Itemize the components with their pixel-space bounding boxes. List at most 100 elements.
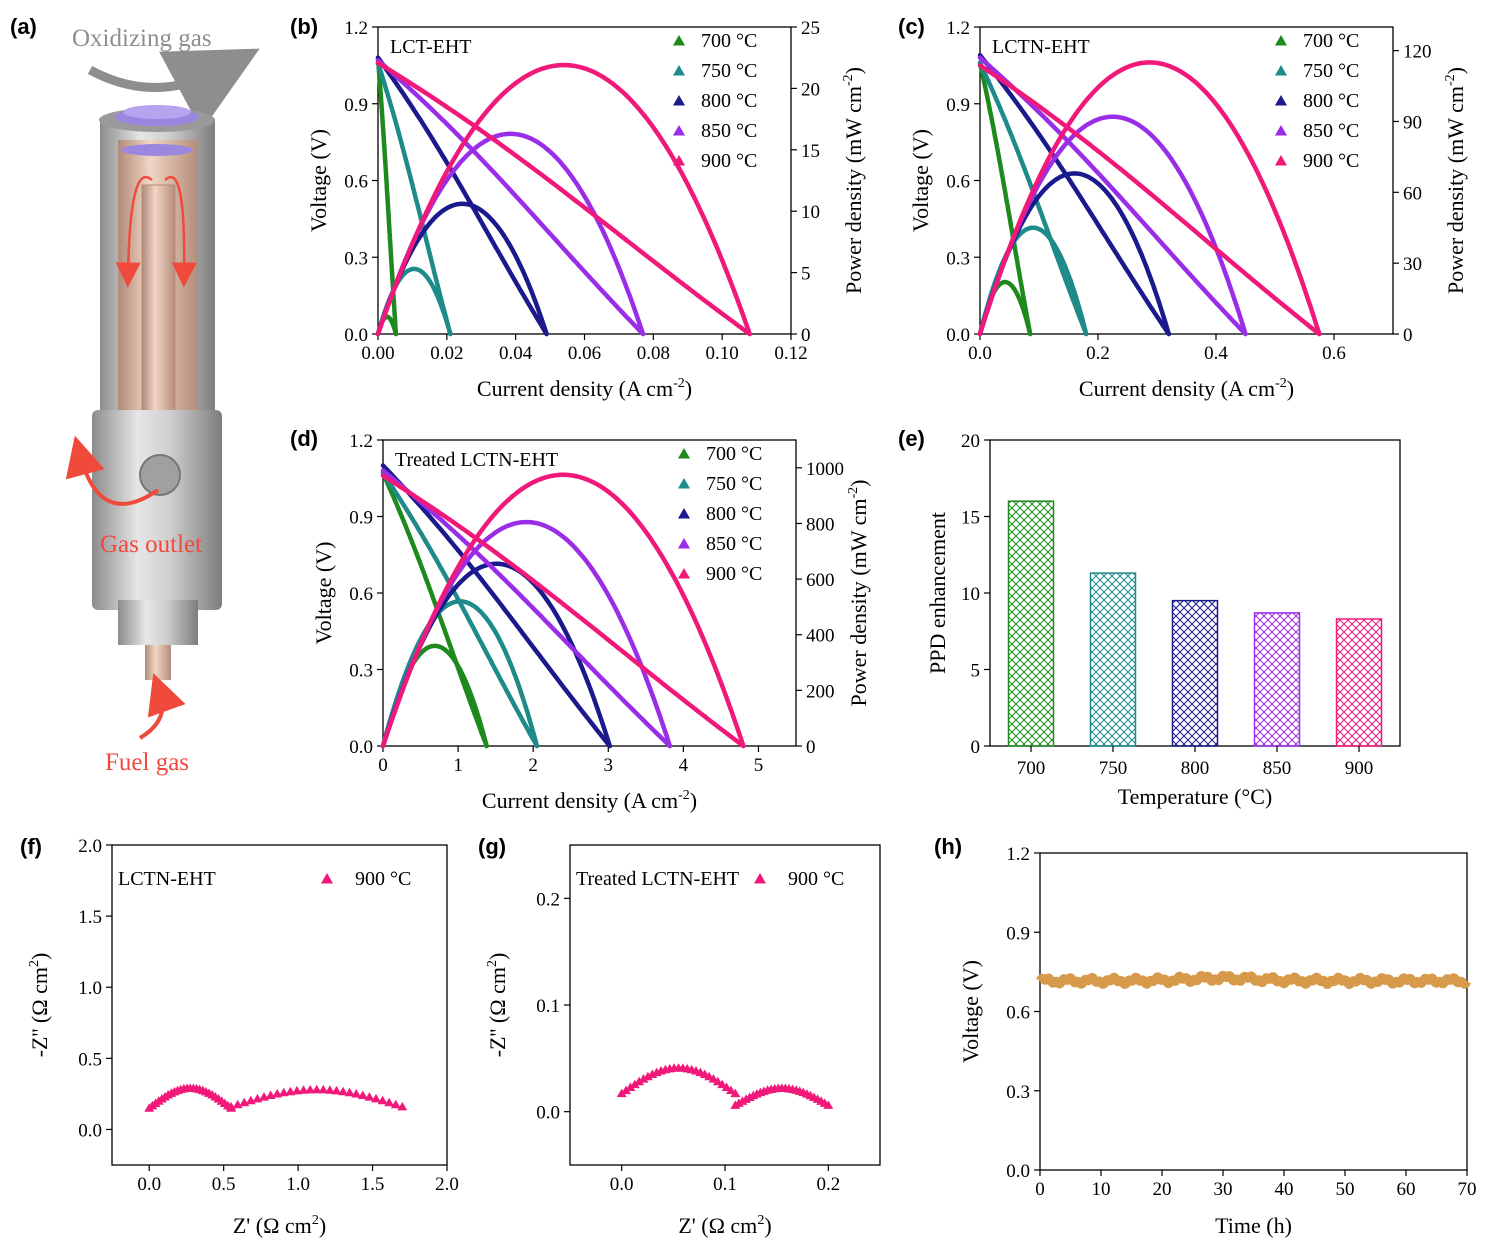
chart-h: 0 10 20 30 40 50 60 70 0.0 0.3 0.6 0.9 1.2 Time (h) Vo… <box>958 844 1477 1238</box>
y-tick-label-b: 1.2 <box>344 18 368 39</box>
x-tick-label-d: 2 <box>528 755 538 776</box>
power-curve-d-4 <box>380 472 746 749</box>
y2-tick-label-d: 1000 <box>806 459 844 480</box>
legend-marker-g <box>753 873 767 884</box>
iv-curve-d-1 <box>380 470 540 749</box>
x-axis-label-d: Current density (A cm-2) <box>482 788 697 813</box>
x-axis-label-f: Z' (Ω cm2) <box>233 1213 326 1238</box>
x-tick-label-b: 0.00 <box>361 343 394 364</box>
y-axis-label-g-text: -Z'' (Ω cm2) <box>485 953 510 1058</box>
y2-tick-label-d: 200 <box>806 681 835 702</box>
plot-frame-f <box>111 844 448 1166</box>
legend-label-g: 900 °C <box>788 868 844 890</box>
iv-curve-d-3 <box>380 468 673 749</box>
eis-point-g <box>642 1071 653 1081</box>
x-tick-label-h: 10 <box>1092 1179 1111 1200</box>
iv-curve-b-4 <box>375 60 752 337</box>
y-tick-label-c: 0.6 <box>946 172 970 193</box>
y-tick-label-f: 1.0 <box>78 978 102 999</box>
x-tick-label-d: 3 <box>604 755 614 776</box>
y-tick-label-h: 0.0 <box>1006 1161 1030 1182</box>
eis-point-f <box>371 1093 381 1103</box>
y-tick-label-h: 0.6 <box>1006 1003 1030 1024</box>
y2-tick-label-b: 0 <box>801 325 811 346</box>
y2-tick-label-d: 800 <box>806 514 835 535</box>
y2-axis-label-d-text: Power density (mW cm-2) <box>846 480 871 707</box>
legend-marker-d-1 <box>677 478 691 489</box>
eis-point-f <box>331 1085 342 1095</box>
stability-curve <box>1036 970 1471 989</box>
chart-title-d: Treated LCTN-EHT <box>395 449 558 471</box>
eis-point-g <box>616 1088 627 1098</box>
x-tick-label-e: 900 <box>1345 758 1374 779</box>
x-tick-label-d: 4 <box>679 755 689 776</box>
y-tick-label-f: 2.0 <box>78 836 102 857</box>
y-tick-label-f: 0.5 <box>78 1049 102 1070</box>
y-tick-label-b: 0.0 <box>344 325 368 346</box>
y-axis-label-c: Voltage (V) <box>908 129 933 232</box>
legend-label-b-1: 750 °C <box>701 60 757 82</box>
power-curve-d-1 <box>380 599 540 749</box>
iv-curve-b-1 <box>375 60 453 337</box>
collar <box>92 410 222 610</box>
fuel-gas-label: Fuel gas <box>105 749 189 776</box>
legend-marker-c-4 <box>1274 155 1288 166</box>
panel-label-e: (e) <box>898 426 925 451</box>
y2-tick-label-d: 600 <box>806 570 835 591</box>
bar-900 <box>1335 618 1383 747</box>
iv-curve-c-3 <box>977 55 1248 337</box>
iv-curve-d-4 <box>380 473 746 749</box>
eis-point-g <box>621 1085 631 1095</box>
y-tick-label-c: 0.9 <box>946 95 970 116</box>
y2-tick-label-c: 0 <box>1403 325 1413 346</box>
gas-outlet-label: Gas outlet <box>100 531 202 558</box>
y-axis-label-e: PPD enhancement <box>925 512 950 674</box>
legend-label-c-0: 700 °C <box>1303 30 1359 52</box>
y2-tick-label-b: 25 <box>801 18 820 39</box>
series-d-1: 750 °C <box>380 470 762 749</box>
chart-f: 0.0 0.5 1.0 1.5 2.0 0.0 0.5 1.0 1.5 2.0 LCTN-EHT 90… <box>27 836 459 1238</box>
y2-axis-label-c: Power density (mW cm-2) <box>1443 67 1468 294</box>
y-tick-label-d: 0.6 <box>349 584 373 605</box>
eis-point-f <box>390 1099 401 1109</box>
x-tick-label-b: 0.04 <box>499 343 533 364</box>
eis-point-f <box>377 1095 388 1105</box>
y-tick-label-c: 0.0 <box>946 325 970 346</box>
legend-label-c-1: 750 °C <box>1303 60 1359 82</box>
fuel-gas-arrow <box>138 673 186 740</box>
legend-marker-b-0 <box>672 35 686 46</box>
eis-point-f <box>311 1084 322 1094</box>
x-tick-label-e: 850 <box>1263 758 1292 779</box>
y-tick-label-f: 1.5 <box>78 907 102 928</box>
x-tick-label-g: 0.0 <box>610 1174 634 1195</box>
legend-label-b-4: 900 °C <box>701 150 757 172</box>
legend-label-d-4: 900 °C <box>706 563 762 585</box>
legend-label-d-3: 850 °C <box>706 533 762 555</box>
chart-b: 0.00 0.02 0.04 0.06 0.08 0.10 0.12 0.0 0.3 0.6 0.9… <box>306 18 866 401</box>
legend-label-f: 900 °C <box>355 868 411 890</box>
eis-point-f <box>344 1087 355 1097</box>
x-tick-label-e: 750 <box>1099 758 1128 779</box>
y-tick-label-d: 0.3 <box>349 661 373 682</box>
legend-marker-c-0 <box>1274 35 1288 46</box>
iv-curve-b-2 <box>375 55 549 337</box>
y-tick-label-d: 1.2 <box>349 431 373 452</box>
x-axis-label-c-text: Current density (A cm-2) <box>1079 376 1294 401</box>
legend-label-c-4: 900 °C <box>1303 150 1359 172</box>
x-tick-label-d: 5 <box>754 755 764 776</box>
chart-title-g: Treated LCTN-EHT <box>576 868 739 890</box>
y-tick-label-d: 0.0 <box>349 737 373 758</box>
eis-point-f <box>305 1084 316 1094</box>
y-tick-label-h: 1.2 <box>1006 844 1030 865</box>
legend-marker-c-3 <box>1274 125 1288 136</box>
y2-axis-label-b-text: Power density (mW cm-2) <box>841 67 866 294</box>
y-tick-label-g: 0.1 <box>536 996 560 1017</box>
bar-700 <box>1007 500 1055 747</box>
fuel-inlet-pipe <box>145 645 171 680</box>
y-tick-label-g: 0.0 <box>536 1103 560 1124</box>
reactor-schematic: Oxidizing gas Gas outlet Fuel gas <box>65 25 260 776</box>
bar-800 <box>1171 599 1219 747</box>
y2-tick-label-c: 30 <box>1403 254 1422 275</box>
y2-tick-label-d: 0 <box>806 737 816 758</box>
x-tick-label-e: 800 <box>1181 758 1210 779</box>
